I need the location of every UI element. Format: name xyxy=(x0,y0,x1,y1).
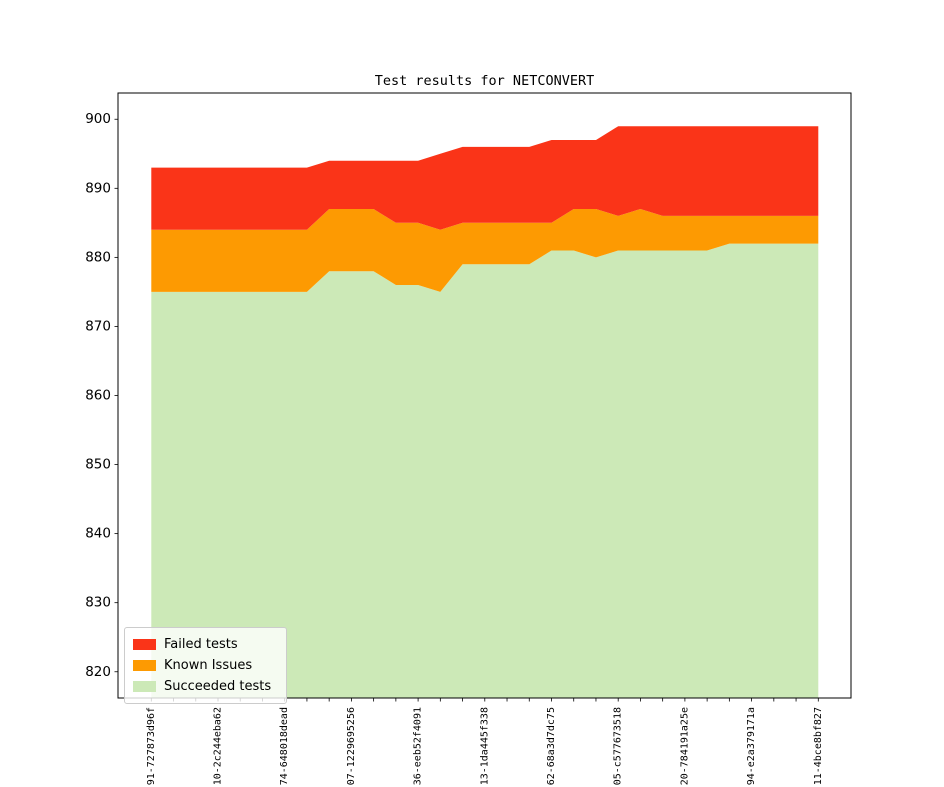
y-tick-label: 890 xyxy=(85,180,111,196)
y-tick-label: 870 xyxy=(85,318,111,334)
area-succeeded-tests xyxy=(151,243,819,698)
stacked-areas xyxy=(151,126,819,698)
area-failed-tests xyxy=(151,126,819,230)
legend-label-known-issues: Known Issues xyxy=(164,658,253,673)
x-tick-label: 05-c577673518 xyxy=(613,707,624,785)
x-tick-label: 62-68a3d7dc75 xyxy=(546,707,557,785)
x-axis: 91-727873d96f 10-2c244eba62 74-648018dead 0… xyxy=(146,698,824,785)
legend-swatch-succeeded-tests xyxy=(133,681,156,692)
x-tick-label: 07-1229695256 xyxy=(346,707,357,785)
legend: Failed tests Known Issues Succeeded test… xyxy=(124,627,287,704)
legend-label-succeeded-tests: Succeeded tests xyxy=(164,679,272,694)
y-tick-label: 830 xyxy=(85,595,111,611)
legend-row-succeeded: Succeeded tests xyxy=(133,676,276,697)
y-tick-label: 840 xyxy=(85,526,111,542)
y-tick-label: 900 xyxy=(85,111,111,127)
y-axis: 820 830 840 850 860 870 880 890 900 xyxy=(85,111,118,680)
area-known-issues xyxy=(151,209,819,292)
y-tick-label: 850 xyxy=(85,457,111,473)
x-tick-label: 11-4bce8bf827 xyxy=(813,707,824,785)
x-tick-label: 13-1da445f338 xyxy=(479,707,490,785)
x-tick-label: 10-2c244eba62 xyxy=(212,707,223,785)
x-tick-label: 20-784191a25e xyxy=(679,707,690,785)
legend-swatch-known-issues xyxy=(133,660,156,671)
x-tick-label: 91-727873d96f xyxy=(146,707,157,785)
legend-swatch-failed-tests xyxy=(133,639,156,650)
x-tick-label: 74-648018dead xyxy=(279,707,290,785)
legend-label-failed-tests: Failed tests xyxy=(164,637,238,652)
legend-row-known: Known Issues xyxy=(133,655,276,676)
y-tick-label: 860 xyxy=(85,388,111,404)
chart-title: Test results for NETCONVERT xyxy=(374,73,595,89)
y-tick-label: 820 xyxy=(85,664,111,680)
x-tick-label: 94-e2a379171a xyxy=(746,707,757,785)
x-tick-label: 36-eeb52f4091 xyxy=(413,707,424,785)
legend-row-failed: Failed tests xyxy=(133,634,276,655)
y-tick-label: 880 xyxy=(85,249,111,265)
